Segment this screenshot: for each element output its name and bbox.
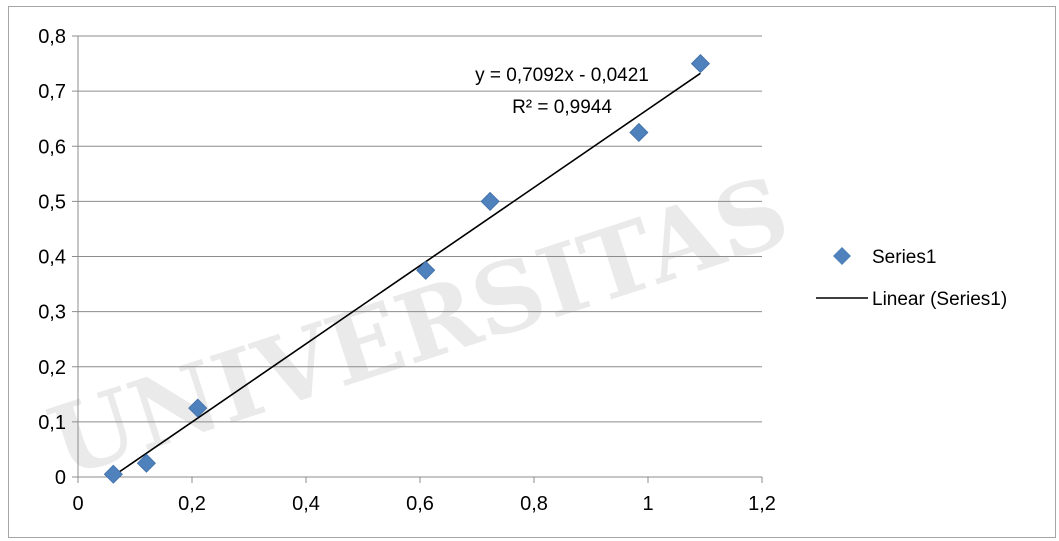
data-point-0-6 xyxy=(690,53,711,74)
x-tick-label-2: 0,4 xyxy=(292,493,320,515)
legend-trendline-label: Linear (Series1) xyxy=(872,289,1007,310)
x-tick-label-6: 1,2 xyxy=(748,493,776,515)
data-point-0-3 xyxy=(416,260,436,280)
trendline-r-squared-text: R² = 0,9944 xyxy=(512,97,612,118)
x-tick-label-0: 0 xyxy=(72,493,83,515)
data-points xyxy=(103,53,711,484)
watermark-text: UNIVERSITAS xyxy=(36,154,801,499)
data-point-0-0 xyxy=(103,464,123,484)
y-tick-label-6: 0,6 xyxy=(38,136,66,158)
x-tick-labels: 0 0,2 0,4 0,6 0,8 1 1,2 xyxy=(72,493,775,515)
data-point-0-5 xyxy=(629,122,649,143)
x-tick-label-5: 1 xyxy=(642,493,653,515)
trendline-layer xyxy=(112,72,701,477)
legend-diamond-marker xyxy=(833,247,851,265)
y-tick-label-0: 0 xyxy=(55,467,66,489)
data-point-0-2 xyxy=(188,398,208,418)
x-tick-label-1: 0,2 xyxy=(178,493,206,515)
x-tick-label-4: 0,8 xyxy=(520,493,548,515)
y-tick-labels: 0 0,1 0,2 0,3 0,4 0,5 0,6 0,7 0,8 xyxy=(38,26,66,489)
trendline-equation-text: y = 0,7092x - 0,0421 xyxy=(475,65,649,86)
legend-series1-label: Series1 xyxy=(872,247,936,268)
data-point-0-1 xyxy=(136,453,156,473)
x-tick-label-3: 0,6 xyxy=(406,493,434,515)
trendline-equation: y = 0,7092x - 0,0421 R² = 0,9944 xyxy=(475,65,649,118)
axis-layer xyxy=(72,35,763,483)
y-tick-label-5: 0,5 xyxy=(38,191,66,213)
y-tick-label-1: 0,1 xyxy=(38,412,66,434)
data-point-0-4 xyxy=(480,191,500,211)
linear-trendline xyxy=(112,72,701,477)
y-tick-label-4: 0,4 xyxy=(38,247,66,269)
y-tick-label-3: 0,3 xyxy=(38,302,66,324)
y-tick-label-2: 0,2 xyxy=(38,357,66,379)
y-tick-label-7: 0,7 xyxy=(38,81,66,103)
chart-frame xyxy=(8,6,1056,538)
y-tick-label-8: 0,8 xyxy=(38,26,66,48)
legend: Series1 Linear (Series1) xyxy=(816,247,1007,310)
watermark-layer: UNIVERSITAS xyxy=(36,154,801,499)
